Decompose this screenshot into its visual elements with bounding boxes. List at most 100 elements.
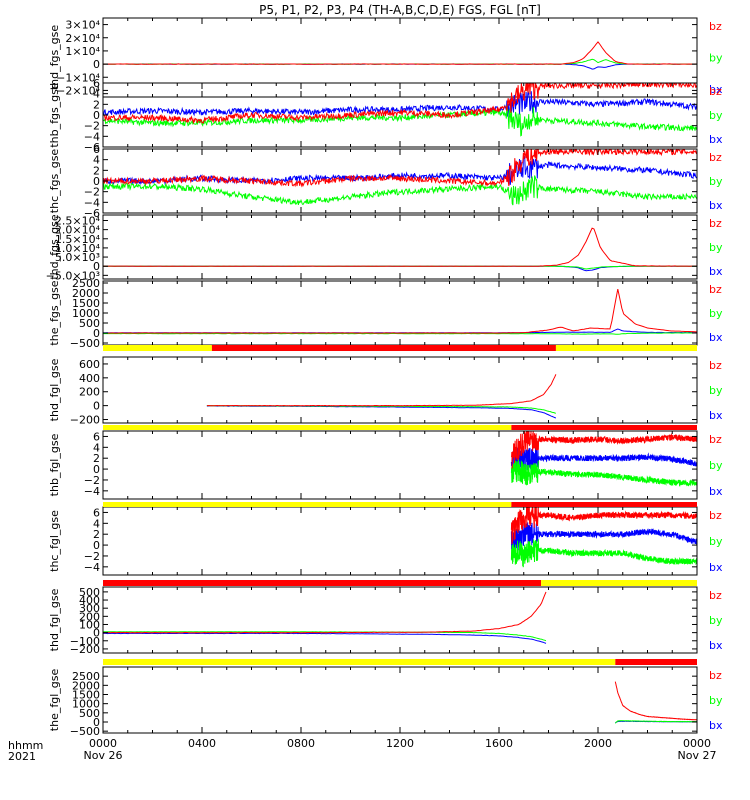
legend-label-bx: bx xyxy=(709,485,723,498)
legend-label-by: by xyxy=(709,307,723,320)
y-axis-label: thc_fgl_gse xyxy=(48,510,61,572)
series-line-bx xyxy=(510,522,697,553)
y-tick-label: 1.0×10⁴ xyxy=(55,242,101,255)
series-line-by xyxy=(510,458,697,488)
status-segment-yellow xyxy=(103,425,512,430)
legend-label-by: by xyxy=(709,241,723,254)
y-axis-label: thd_fgl_gse xyxy=(48,588,61,651)
x-date-label: Nov 27 xyxy=(678,749,717,762)
y-tick-label: 5.0×10³ xyxy=(55,251,100,264)
y-tick-label: 300 xyxy=(79,602,100,615)
y-tick-label: −6 xyxy=(84,207,100,220)
y-tick-label: 2×10⁴ xyxy=(65,32,100,45)
panel-7-traces xyxy=(510,507,697,568)
y-tick-label: 2 xyxy=(93,164,100,177)
time-axis-row-label-hhmm: hhmm xyxy=(8,739,43,752)
status-segment-yellow xyxy=(103,345,212,351)
legend-label-bz: bz xyxy=(709,669,722,682)
x-tick-label: 0400 xyxy=(188,737,216,750)
x-tick-label: 0800 xyxy=(287,737,315,750)
legend-label-bz: bz xyxy=(709,20,722,33)
y-tick-label: −2 xyxy=(84,550,100,563)
legend-label-by: by xyxy=(709,535,723,548)
legend-label-bz: bz xyxy=(709,217,722,230)
y-tick-label: 2 xyxy=(93,98,100,111)
y-tick-label: −5.0×10³ xyxy=(46,269,100,282)
y-tick-label: −2 xyxy=(84,474,100,487)
legend-label-bx: bx xyxy=(709,561,723,574)
y-tick-label: −6 xyxy=(84,141,100,154)
y-axis-label: thc_fgs_gse xyxy=(48,149,61,214)
panel-8-traces xyxy=(103,591,547,644)
y-tick-label: −200 xyxy=(70,414,100,427)
legend-label-bx: bx xyxy=(709,83,723,96)
y-tick-label: −4 xyxy=(84,561,100,574)
y-tick-label: 6 xyxy=(93,430,100,443)
legend-label-bz: bz xyxy=(709,283,722,296)
y-tick-label: 1×10⁴ xyxy=(65,45,100,58)
y-tick-label: 0 xyxy=(93,260,100,273)
y-tick-label: 2 xyxy=(93,528,100,541)
series-line-by xyxy=(103,175,697,206)
x-tick-label: 2000 xyxy=(584,737,612,750)
y-tick-label: 6 xyxy=(93,77,100,90)
y-tick-label: −4 xyxy=(84,130,100,143)
series-line-bz xyxy=(614,681,697,721)
y-tick-label: 1000 xyxy=(72,307,100,320)
series-line-bz xyxy=(206,374,557,407)
status-bars-group xyxy=(103,345,697,665)
time-axis-row-label-year: 2021 xyxy=(8,750,36,763)
y-tick-label: 0 xyxy=(93,109,100,122)
status-segment-yellow xyxy=(541,580,697,586)
y-tick-label: 100 xyxy=(79,618,100,631)
series-line-bz xyxy=(510,507,697,545)
y-tick-label: 4 xyxy=(93,517,100,530)
legend-label-by: by xyxy=(709,109,723,122)
y-tick-label: −100 xyxy=(70,635,100,648)
x-tick-label: 1600 xyxy=(485,737,513,750)
legend-label-by: by xyxy=(709,175,723,188)
y-tick-label: 600 xyxy=(79,358,100,371)
y-tick-label: 0 xyxy=(93,175,100,188)
y-axis-label: the_fgl_gse xyxy=(48,669,61,732)
y-tick-label: 6 xyxy=(93,506,100,519)
legend-label-by: by xyxy=(709,614,723,627)
y-tick-label: 1500 xyxy=(72,297,100,310)
y-tick-label: 500 xyxy=(79,586,100,599)
y-tick-label: 0 xyxy=(93,627,100,640)
x-date-label: Nov 26 xyxy=(84,749,123,762)
status-segment-yellow xyxy=(103,659,616,665)
series-line-bz xyxy=(510,431,697,469)
x-tick-label: 1200 xyxy=(386,737,414,750)
series-line-bx xyxy=(103,632,547,644)
panel-6-traces xyxy=(510,431,697,488)
y-axis-label: the_fgs_gse xyxy=(48,280,61,345)
status-segment-yellow xyxy=(555,345,697,351)
legend-label-bx: bx xyxy=(709,133,723,146)
series-line-bz xyxy=(103,41,697,65)
panel-thd-fgs-gse-3: 2.5×10⁴2.0×10⁴1.5×10⁴1.0×10⁴5.0×10³0−5.0… xyxy=(46,214,723,282)
y-tick-label: −2×10⁴ xyxy=(56,84,100,97)
y-tick-label: 400 xyxy=(79,372,100,385)
y-tick-label: 500 xyxy=(79,707,100,720)
y-tick-label: 0 xyxy=(93,58,100,71)
status-segment-red xyxy=(615,659,697,665)
panel-3-traces xyxy=(103,227,697,272)
y-tick-label: 0 xyxy=(93,400,100,413)
status-segment-red xyxy=(511,425,697,430)
y-tick-label: −500 xyxy=(70,725,100,738)
y-tick-label: 2.0×10⁴ xyxy=(55,224,101,237)
y-axis-label: thd_fgs_gse xyxy=(48,25,61,91)
legend-label-bz: bz xyxy=(709,589,722,602)
legend-label-bx: bx xyxy=(709,409,723,422)
y-tick-label: 500 xyxy=(79,317,100,330)
y-tick-label: −1×10⁴ xyxy=(56,71,100,84)
y-axis-label: thb_fgs_gse xyxy=(48,82,61,148)
y-tick-label: 4 xyxy=(93,154,100,167)
